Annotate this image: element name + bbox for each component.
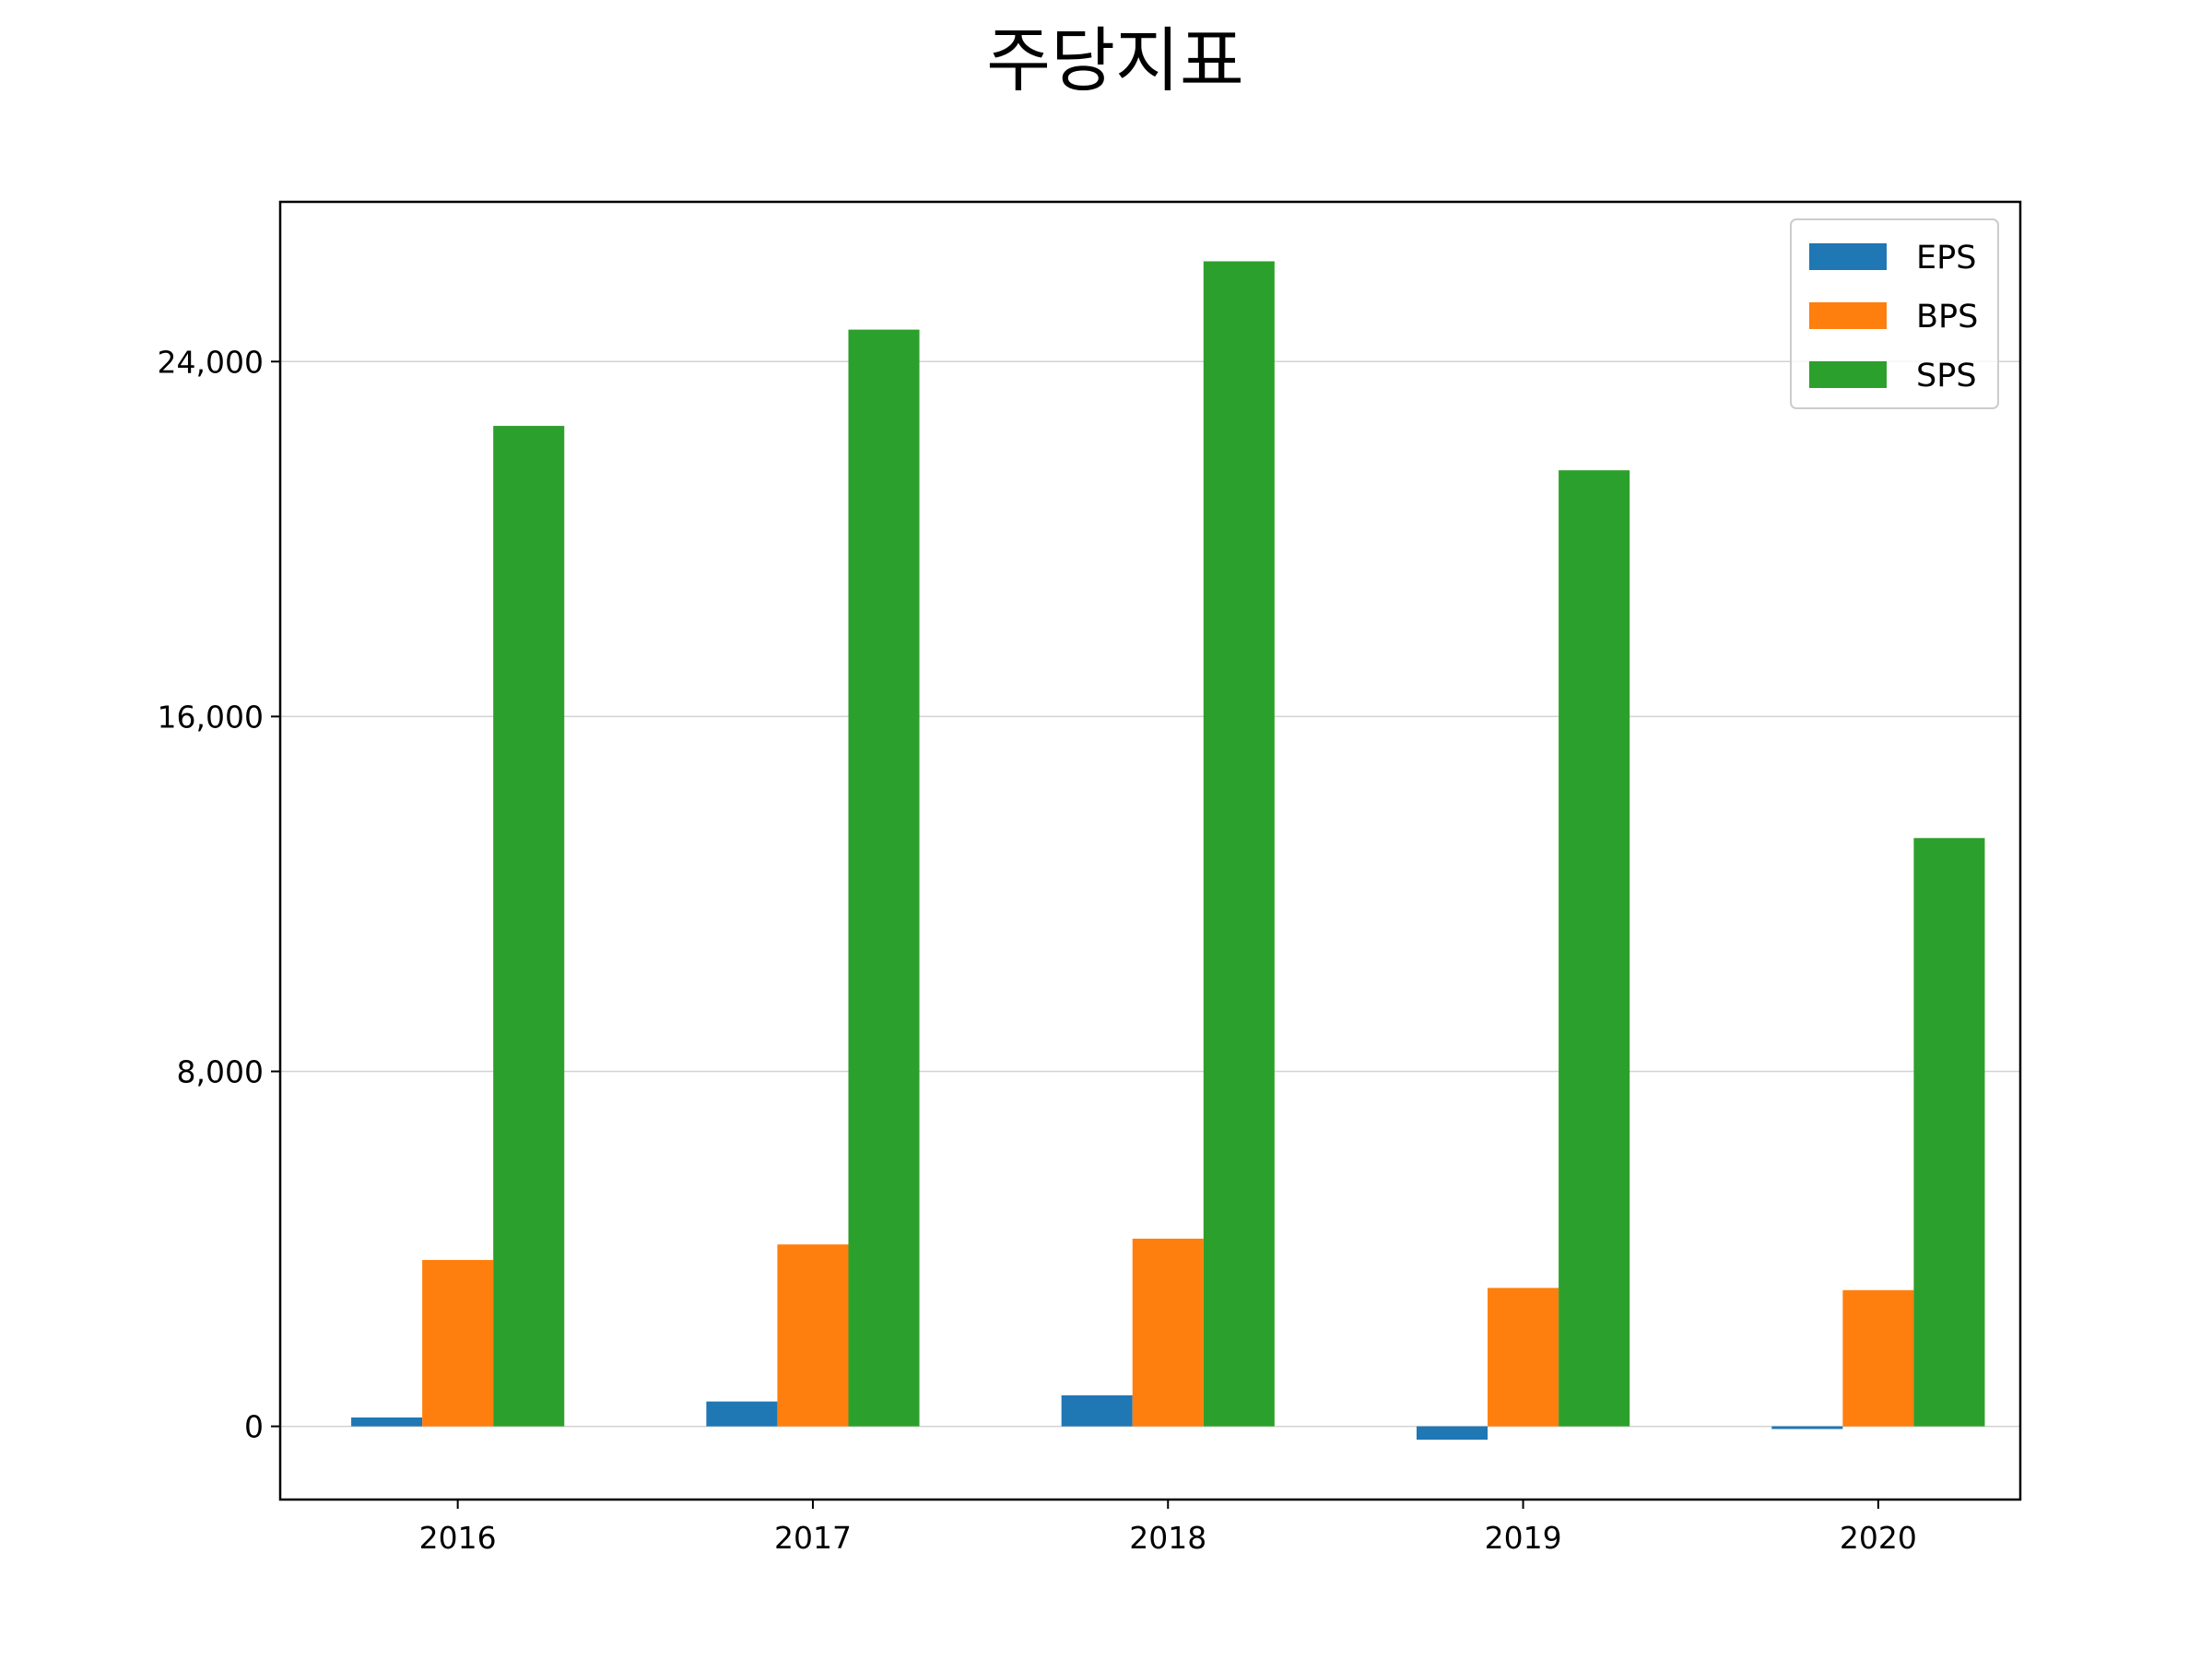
bar-bps-2018 (1132, 1238, 1204, 1427)
bar-bps-2019 (1488, 1288, 1559, 1427)
x-axis: 2016 2017 2018 2019 2020 (419, 1500, 1917, 1556)
bar-sps-2016 (493, 426, 565, 1427)
legend-swatch-eps (1809, 243, 1887, 270)
legend-label-eps: EPS (1916, 240, 1976, 276)
bar-eps-2016 (351, 1417, 423, 1427)
axes-frame (278, 200, 2022, 1501)
bar-eps-2018 (1061, 1394, 1133, 1427)
y-tick-label: 24,000 (158, 344, 264, 380)
y-tick-label: 8,000 (177, 1053, 264, 1089)
x-tick-label: 2019 (1485, 1520, 1562, 1556)
legend-label-sps: SPS (1916, 358, 1977, 394)
bar-eps-2020 (1771, 1426, 1843, 1430)
chart-title: 주당지표 (986, 19, 1244, 101)
bar-sps-2019 (1559, 470, 1630, 1427)
grid-lines (280, 360, 2020, 1428)
x-tick-label: 2018 (1129, 1520, 1206, 1556)
bar-bps-2016 (422, 1260, 494, 1427)
y-tick-label: 16,000 (158, 699, 264, 735)
legend-swatch-sps (1809, 361, 1887, 388)
bar-sps-2018 (1203, 261, 1275, 1427)
y-axis: 0 8,000 16,000 24,000 (158, 344, 280, 1445)
x-tick-label: 2016 (419, 1520, 497, 1556)
bar-bps-2020 (1842, 1289, 1914, 1427)
bar-eps-2019 (1416, 1426, 1488, 1441)
bar-sps-2020 (1913, 838, 1985, 1427)
bar-sps-2017 (848, 329, 920, 1427)
x-tick-label: 2020 (1840, 1520, 1917, 1556)
bar-eps-2017 (706, 1401, 778, 1427)
bars (351, 261, 1985, 1441)
x-tick-label: 2017 (774, 1520, 852, 1556)
bar-bps-2017 (777, 1244, 849, 1427)
y-tick-label: 0 (244, 1409, 264, 1445)
legend: EPS BPS SPS (1790, 218, 1999, 409)
legend-label-bps: BPS (1916, 299, 1978, 335)
legend-swatch-bps (1809, 302, 1887, 329)
